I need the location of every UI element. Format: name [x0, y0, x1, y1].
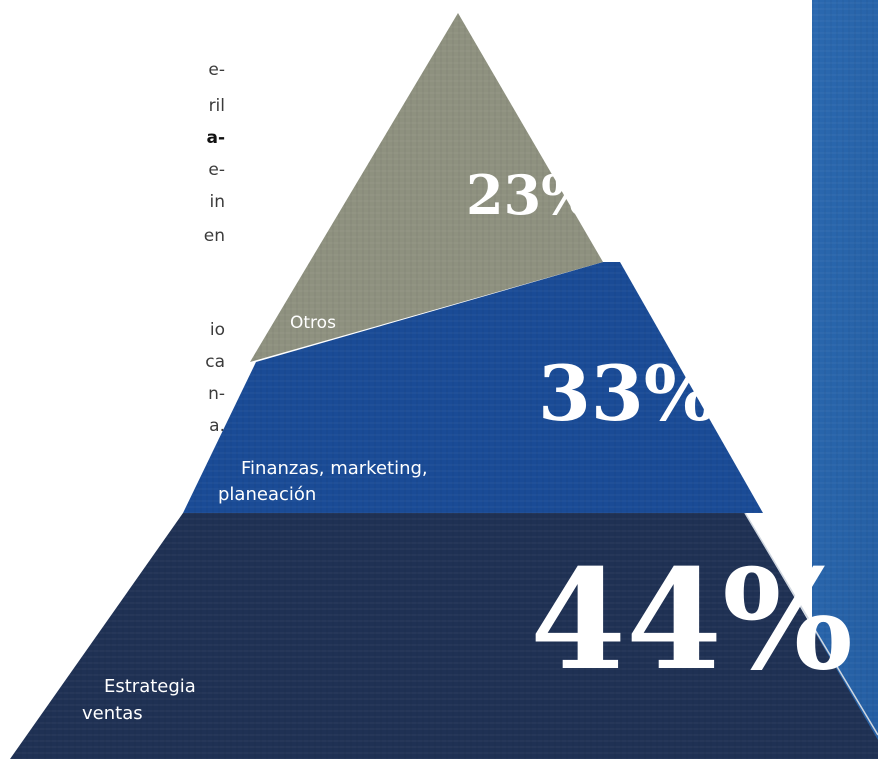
segment-finanzas-marketing-planeacion: Finanzas, marketing, planeación 33% — [183, 262, 763, 513]
text-fragment: io — [209, 320, 225, 340]
segment-label: Finanzas, marketing, — [241, 458, 428, 479]
segment-label: Estrategia — [104, 676, 196, 697]
text-fragment: a. — [209, 416, 225, 436]
percent-label: 23% — [466, 163, 592, 227]
text-fragment: ca — [205, 352, 225, 372]
percent-label: 44% — [530, 538, 853, 701]
segment-label: Otros — [290, 313, 336, 333]
segment-label: ventas — [82, 703, 143, 724]
text-fragment: e- — [208, 60, 225, 80]
segment-estrategia-ventas: Estrategia ventas 44% — [10, 512, 878, 759]
segment-label: planeación — [218, 484, 316, 505]
percent-label: 33% — [538, 349, 716, 438]
text-fragment: in — [209, 192, 226, 212]
text-fragment: en — [203, 226, 225, 246]
text-fragment: e- — [208, 160, 225, 180]
text-fragment: a- — [206, 128, 225, 148]
segment-otros: Otros 23% — [250, 13, 603, 362]
text-fragment: n- — [208, 384, 225, 404]
text-fragment: ril — [208, 96, 225, 116]
